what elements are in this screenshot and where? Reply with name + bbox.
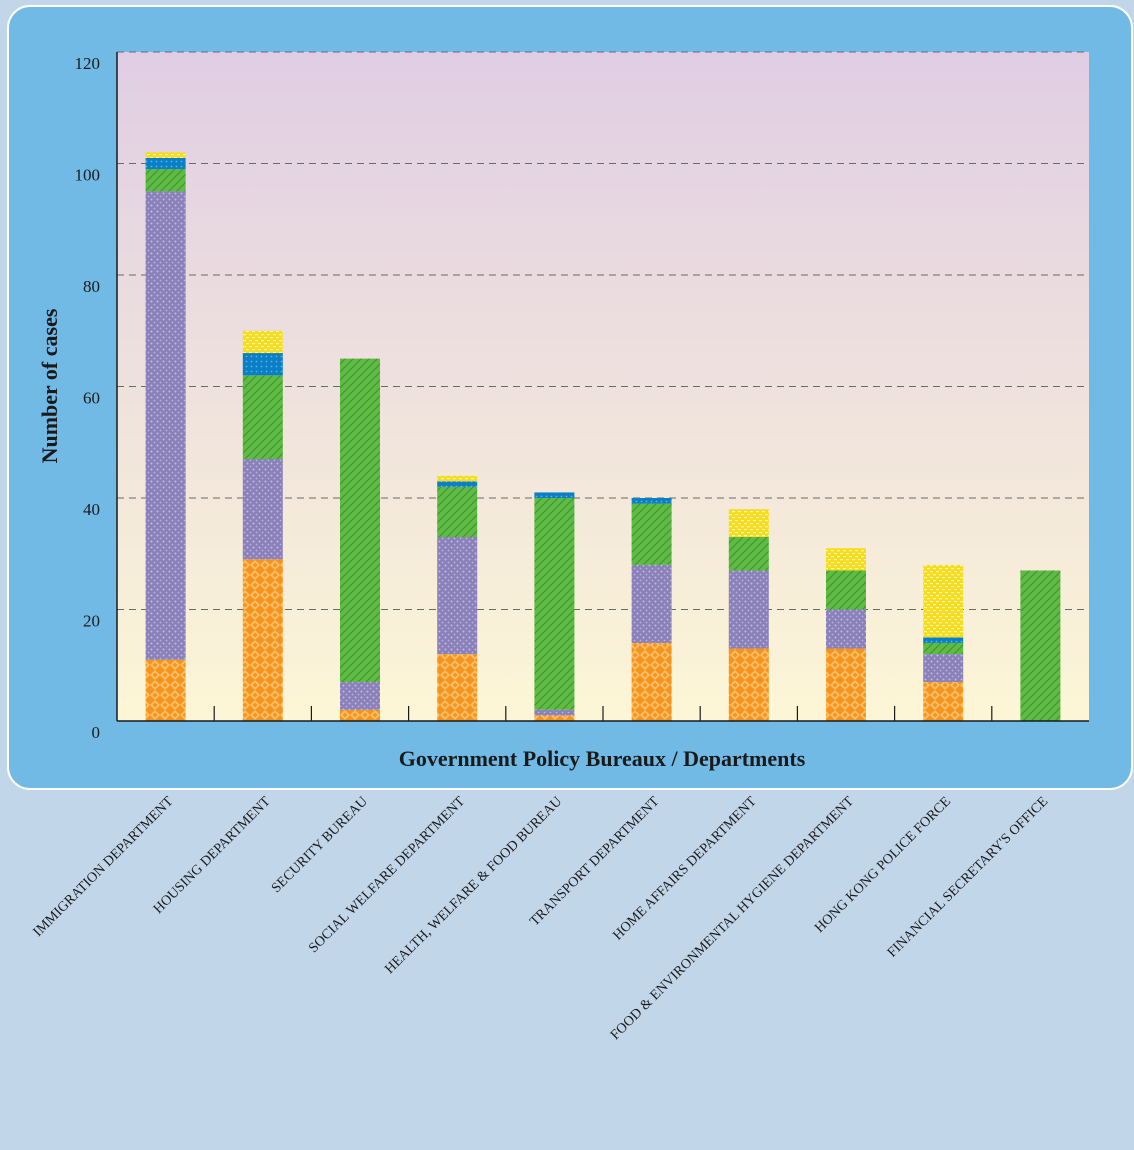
bar-segment: [826, 570, 866, 610]
y-tick-label: 20: [83, 612, 100, 631]
bar-segment: [340, 358, 380, 682]
bar-segment: [631, 503, 672, 565]
bar-segment: [340, 709, 380, 721]
bar-segment: [1020, 570, 1061, 721]
bar-segment: [923, 654, 964, 682]
bars: [145, 152, 1061, 721]
y-tick-labels: 0 20 40 60 80 100 120: [75, 54, 101, 742]
bar-segment: [534, 492, 575, 498]
bar-segment: [534, 715, 575, 721]
bar-segment: [826, 609, 866, 649]
bar-segment: [242, 353, 283, 376]
bar-segment: [534, 709, 575, 716]
bar-segment: [631, 564, 672, 643]
bar-segment: [242, 375, 283, 459]
y-tick-label: 0: [92, 723, 101, 742]
bar-segment: [145, 659, 186, 721]
bar-segment: [145, 191, 186, 660]
bar-segment: [631, 498, 672, 504]
bar-segment: [242, 458, 283, 560]
bar-segment: [437, 481, 478, 487]
bar-segment: [437, 475, 478, 482]
bar-segment: [437, 654, 478, 721]
bar-segment: [923, 637, 964, 643]
y-axis-label: Number of cases: [37, 308, 62, 463]
y-tick-label: 40: [83, 500, 100, 519]
bar-segment: [242, 559, 283, 721]
bar-segment: [145, 169, 186, 192]
bar-segment: [923, 681, 964, 721]
bar-segment: [437, 486, 478, 538]
bar-segment: [437, 537, 478, 655]
y-tick-label: 80: [83, 277, 100, 296]
axes: [116, 52, 1089, 722]
bar-segment: [631, 642, 672, 721]
y-tick-label: 60: [83, 389, 100, 408]
bar-segment: [728, 509, 769, 538]
bar-segment: [145, 152, 186, 158]
x-axis-label: Government Policy Bureaux / Departments: [399, 746, 806, 771]
bar-segment: [728, 570, 769, 649]
bar-segment: [923, 642, 964, 655]
bar-segment: [242, 330, 283, 354]
bar-segment: [826, 548, 866, 571]
bar-segment: [923, 564, 964, 638]
bar-segment: [145, 157, 186, 170]
bar-segment: [534, 498, 575, 710]
bar-segment: [728, 537, 769, 571]
bar-segment: [728, 648, 769, 721]
y-tick-label: 100: [75, 166, 101, 185]
bar-segment: [826, 648, 866, 721]
y-tick-label: 120: [75, 54, 101, 73]
bar-segment: [340, 681, 380, 710]
